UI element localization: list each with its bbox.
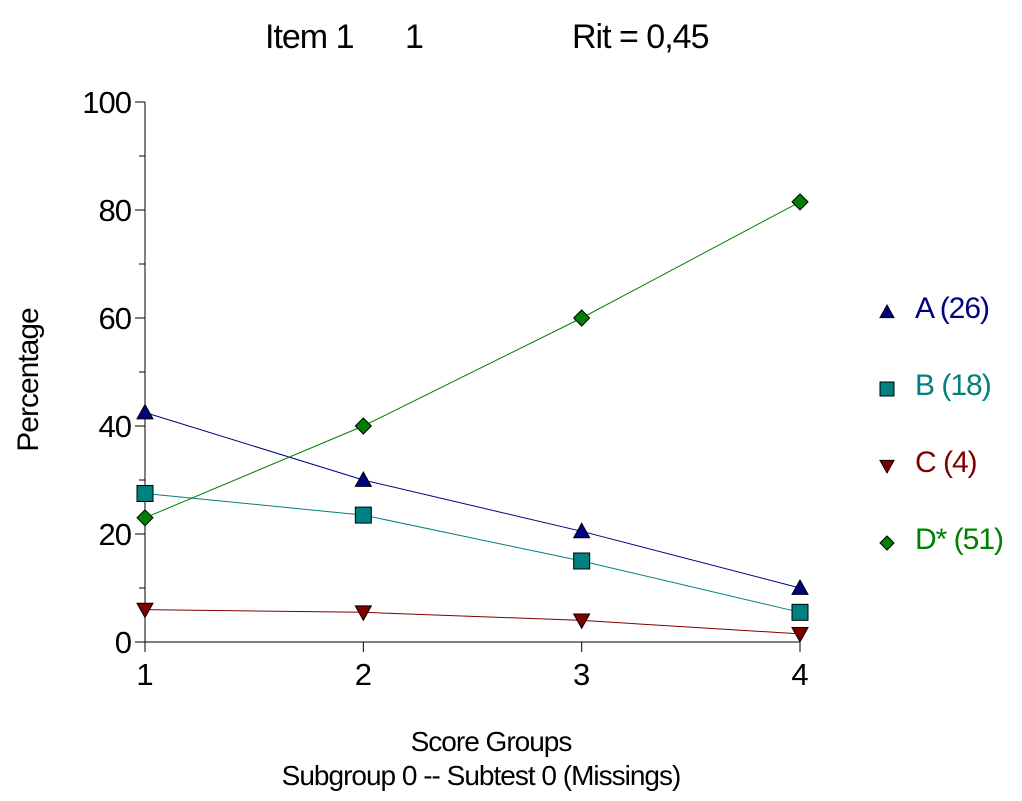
chart-subtitle: Subgroup 0 -- Subtest 0 (Missings)	[281, 760, 682, 791]
data-point	[573, 552, 591, 570]
legend-item: C (4)	[875, 444, 1022, 484]
legend-marker-icon	[879, 303, 895, 319]
chart-title: Item 1 1 Rit = 0,45	[0, 18, 1022, 68]
series-line	[144, 412, 801, 589]
y-tick-label: 40	[99, 409, 132, 444]
legend-label: C (4)	[915, 446, 978, 479]
data-point	[791, 627, 809, 643]
x-tick-label: 3	[573, 657, 590, 692]
legend-label: B (18)	[915, 369, 992, 402]
data-point	[354, 605, 373, 622]
x-axis-label: Score Groups	[410, 726, 573, 757]
y-axis-label: Percentage	[12, 308, 45, 452]
y-tick-label: 60	[99, 301, 132, 336]
title-item: Item 1	[265, 18, 354, 56]
y-tick-label: 0	[115, 625, 132, 660]
data-point	[136, 403, 154, 420]
series-line	[144, 493, 801, 613]
data-point	[354, 417, 373, 435]
y-tick-label: 80	[99, 193, 132, 228]
data-point	[136, 509, 154, 527]
x-tick-label: 2	[355, 657, 372, 692]
x-tick-label: 1	[136, 657, 153, 692]
data-point	[572, 613, 591, 630]
y-tick-label: 20	[99, 517, 132, 552]
data-point	[791, 603, 809, 621]
legend-label: D* (51)	[915, 523, 1004, 556]
data-point	[354, 506, 372, 524]
data-point	[791, 578, 809, 595]
legend-item: A (26)	[875, 290, 1022, 330]
series-line	[144, 609, 801, 635]
x-tick-label: 4	[791, 657, 808, 692]
data-point	[354, 470, 373, 487]
data-point	[791, 193, 809, 211]
legend-item: D* (51)	[875, 521, 1022, 561]
legend-marker-icon	[879, 459, 895, 475]
title-number: 1	[405, 18, 424, 56]
data-point	[572, 309, 591, 327]
data-point	[136, 485, 154, 502]
legend-item: B (18)	[875, 367, 1022, 407]
title-rit: Rit = 0,45	[572, 18, 709, 56]
data-point	[136, 602, 154, 619]
series-line	[144, 201, 801, 519]
y-tick-label: 100	[82, 85, 131, 120]
legend-marker-icon	[879, 535, 895, 551]
data-point	[572, 522, 591, 539]
legend-label: A (26)	[915, 292, 990, 325]
legend-marker-icon	[879, 381, 895, 397]
